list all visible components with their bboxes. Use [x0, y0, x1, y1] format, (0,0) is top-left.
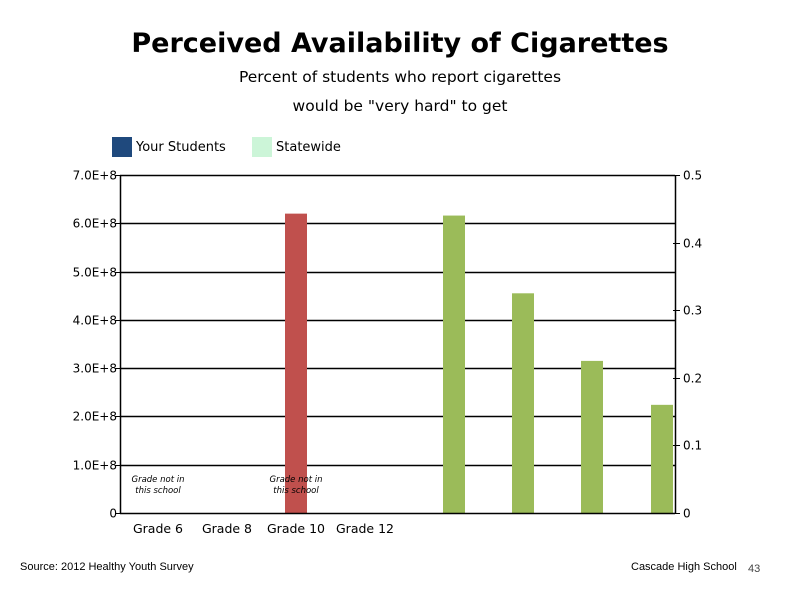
right-tick-label: 0.5 — [683, 169, 702, 183]
source-note: Source: 2012 Healthy Youth Survey — [20, 561, 194, 573]
right-tick-label: 0 — [683, 507, 691, 521]
chart-subtitle-line-1: Percent of students who report cigarette… — [238, 68, 562, 86]
legend-item-your-students: Your Students — [112, 137, 226, 157]
chart-labels: 0 1.0E+8 2.0E+8 3.0E+8 4.0E+8 5.0E+8 6.0E+8 7.0… — [73, 169, 702, 537]
left-tick-label: 7.0E+8 — [73, 169, 117, 183]
page-number: 43 — [748, 563, 761, 575]
x-tick-label: Grade 12 — [336, 521, 394, 536]
chart-title: Perceived Availability of Cigarettes — [131, 28, 669, 59]
bar-statewide — [651, 404, 673, 513]
annotation-grade-not-in-school: this school — [135, 486, 181, 496]
annotation-grade-not-in-school: Grade not in — [270, 475, 323, 485]
right-tick-label: 0.4 — [683, 237, 702, 251]
right-tick-label: 0.3 — [683, 304, 702, 318]
left-tick-label: 6.0E+8 — [73, 217, 117, 231]
chart-axes — [115, 175, 680, 515]
chart-bars — [285, 213, 673, 513]
bar-statewide — [581, 360, 603, 513]
x-tick-label: Grade 6 — [133, 521, 183, 536]
left-tick-label: 3.0E+8 — [73, 362, 117, 376]
x-tick-label: Grade 10 — [267, 521, 325, 536]
left-tick-label: 1.0E+8 — [73, 459, 117, 473]
school-name: Cascade High School — [631, 561, 737, 573]
bar-statewide — [443, 215, 465, 513]
right-tick-label: 0.1 — [683, 439, 702, 453]
annotation-grade-not-in-school: Grade not in — [132, 475, 185, 485]
right-tick-label: 0.2 — [683, 372, 702, 386]
left-tick-label: 5.0E+8 — [73, 266, 117, 280]
annotation-grade-not-in-school: this school — [273, 486, 319, 496]
left-tick-label: 4.0E+8 — [73, 314, 117, 328]
legend-swatch-your-students — [112, 137, 132, 157]
x-tick-label: Grade 8 — [202, 521, 252, 536]
left-tick-label: 0 — [109, 507, 117, 521]
legend-label-your-students: Your Students — [136, 139, 226, 155]
chart-subtitle-line-2: would be "very hard" to get — [292, 97, 508, 115]
left-tick-label: 2.0E+8 — [73, 410, 117, 424]
legend-swatch-statewide — [252, 137, 272, 157]
bar-your-students — [285, 213, 307, 513]
bar-statewide — [512, 293, 534, 513]
legend-item-statewide: Statewide — [252, 137, 341, 157]
legend-label-statewide: Statewide — [276, 139, 341, 155]
